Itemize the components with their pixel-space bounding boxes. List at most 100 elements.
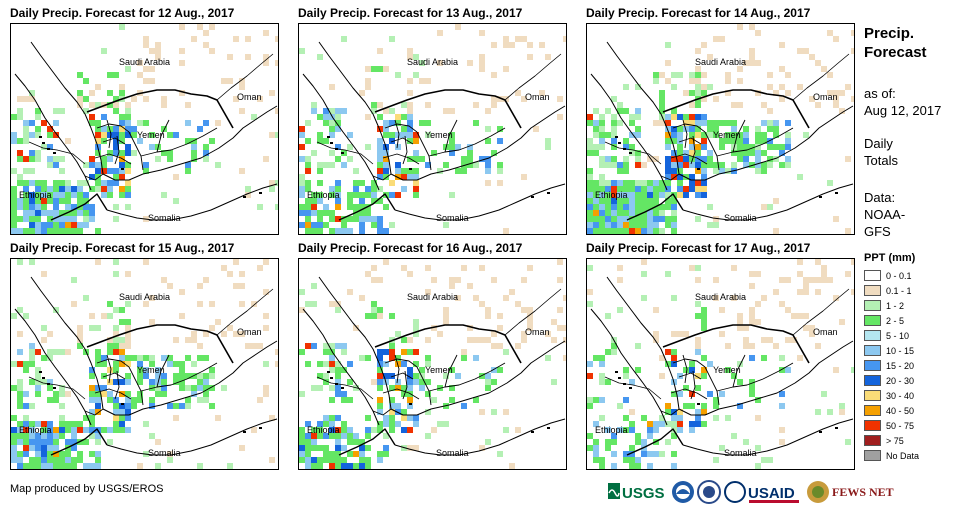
precip-cell (89, 216, 95, 222)
precip-cell (95, 174, 101, 180)
precip-cell (269, 90, 275, 96)
precip-cell (413, 445, 419, 451)
admin-boundary (672, 123, 706, 133)
precip-cell (143, 259, 149, 265)
precip-cell (605, 445, 611, 451)
precip-cell (263, 54, 269, 60)
precip-cell (593, 451, 599, 457)
island (697, 168, 700, 170)
admin-boundary (102, 137, 126, 145)
precip-cell (797, 355, 803, 361)
precip-cell (677, 373, 683, 379)
precip-cell (113, 96, 119, 102)
panel-title: Daily Precip. Forecast for 15 Aug., 2017 (10, 241, 235, 255)
precip-cell (629, 120, 635, 126)
precip-cell (749, 385, 755, 391)
precip-cell (371, 427, 377, 433)
island (409, 403, 412, 405)
border-yemen-oman (792, 334, 810, 364)
precip-cell (641, 259, 647, 265)
precip-cell (47, 156, 53, 162)
precip-cell (149, 295, 155, 301)
precip-cell (749, 60, 755, 66)
precip-cell (89, 433, 95, 439)
precip-cell (449, 397, 455, 403)
precip-cell (53, 307, 59, 313)
precip-cell (671, 138, 677, 144)
precip-cell (95, 84, 101, 90)
precip-cell (389, 108, 395, 114)
precip-cell (377, 126, 383, 132)
precip-cell (779, 427, 785, 433)
precip-cell (179, 379, 185, 385)
precip-cell (743, 150, 749, 156)
precip-cell (119, 349, 125, 355)
precip-cell (407, 174, 413, 180)
precip-cell (11, 198, 17, 204)
precip-map: Saudi Arabia Oman Yemen Ethiopia Somalia (298, 258, 567, 470)
precip-cell (383, 120, 389, 126)
precip-cell (593, 108, 599, 114)
precip-cell (809, 325, 815, 331)
precip-cell (143, 355, 149, 361)
precip-cell (665, 60, 671, 66)
precip-cell (95, 391, 101, 397)
precip-cell (491, 72, 497, 78)
precip-cell (119, 403, 125, 409)
precip-cell (311, 385, 317, 391)
admin-boundary (94, 153, 132, 165)
precip-cell (413, 331, 419, 337)
precip-cell (701, 72, 707, 78)
precip-cell (695, 90, 701, 96)
precip-cell (635, 433, 641, 439)
precip-cell (347, 379, 353, 385)
precip-cell (635, 198, 641, 204)
island (835, 192, 838, 194)
precip-cell (599, 180, 605, 186)
precip-cell (47, 144, 53, 150)
precip-cell (659, 186, 665, 192)
admin-boundary (670, 153, 708, 165)
precip-cell (785, 138, 791, 144)
island (341, 152, 344, 154)
precip-cell (125, 120, 131, 126)
precip-cell (119, 192, 125, 198)
precip-cell (323, 379, 329, 385)
precip-cell (335, 216, 341, 222)
precip-cell (413, 156, 419, 162)
forecast-title: Precip. Forecast (864, 24, 927, 62)
precip-cell (491, 409, 497, 415)
precip-cell (221, 385, 227, 391)
precip-cell (197, 126, 203, 132)
precip-cell (197, 24, 203, 30)
precip-cell (65, 463, 71, 469)
island (121, 168, 124, 170)
precip-cells (587, 259, 854, 469)
precip-cell (23, 433, 29, 439)
precip-cell (137, 60, 143, 66)
precip-cell (161, 379, 167, 385)
precip-cell (623, 415, 629, 421)
precip-cell (713, 277, 719, 283)
precip-cell (629, 204, 635, 210)
precip-cells (587, 24, 854, 234)
precip-cell (95, 138, 101, 144)
boundaries (302, 276, 566, 456)
precip-cell (137, 355, 143, 361)
precip-cell (131, 132, 137, 138)
legend-item: 50 - 75 (864, 418, 919, 433)
precip-cell (701, 120, 707, 126)
precip-cell (11, 114, 17, 120)
precip-cell (89, 114, 95, 120)
precip-cell (671, 433, 677, 439)
precip-cell (179, 367, 185, 373)
precip-cell (635, 228, 641, 234)
precip-cell (629, 132, 635, 138)
precip-cell (563, 295, 566, 301)
precip-cell (629, 222, 635, 228)
precip-cell (353, 433, 359, 439)
precip-cell (317, 138, 323, 144)
precip-cell (113, 403, 119, 409)
precip-cell (683, 186, 689, 192)
precip-cell (203, 42, 209, 48)
